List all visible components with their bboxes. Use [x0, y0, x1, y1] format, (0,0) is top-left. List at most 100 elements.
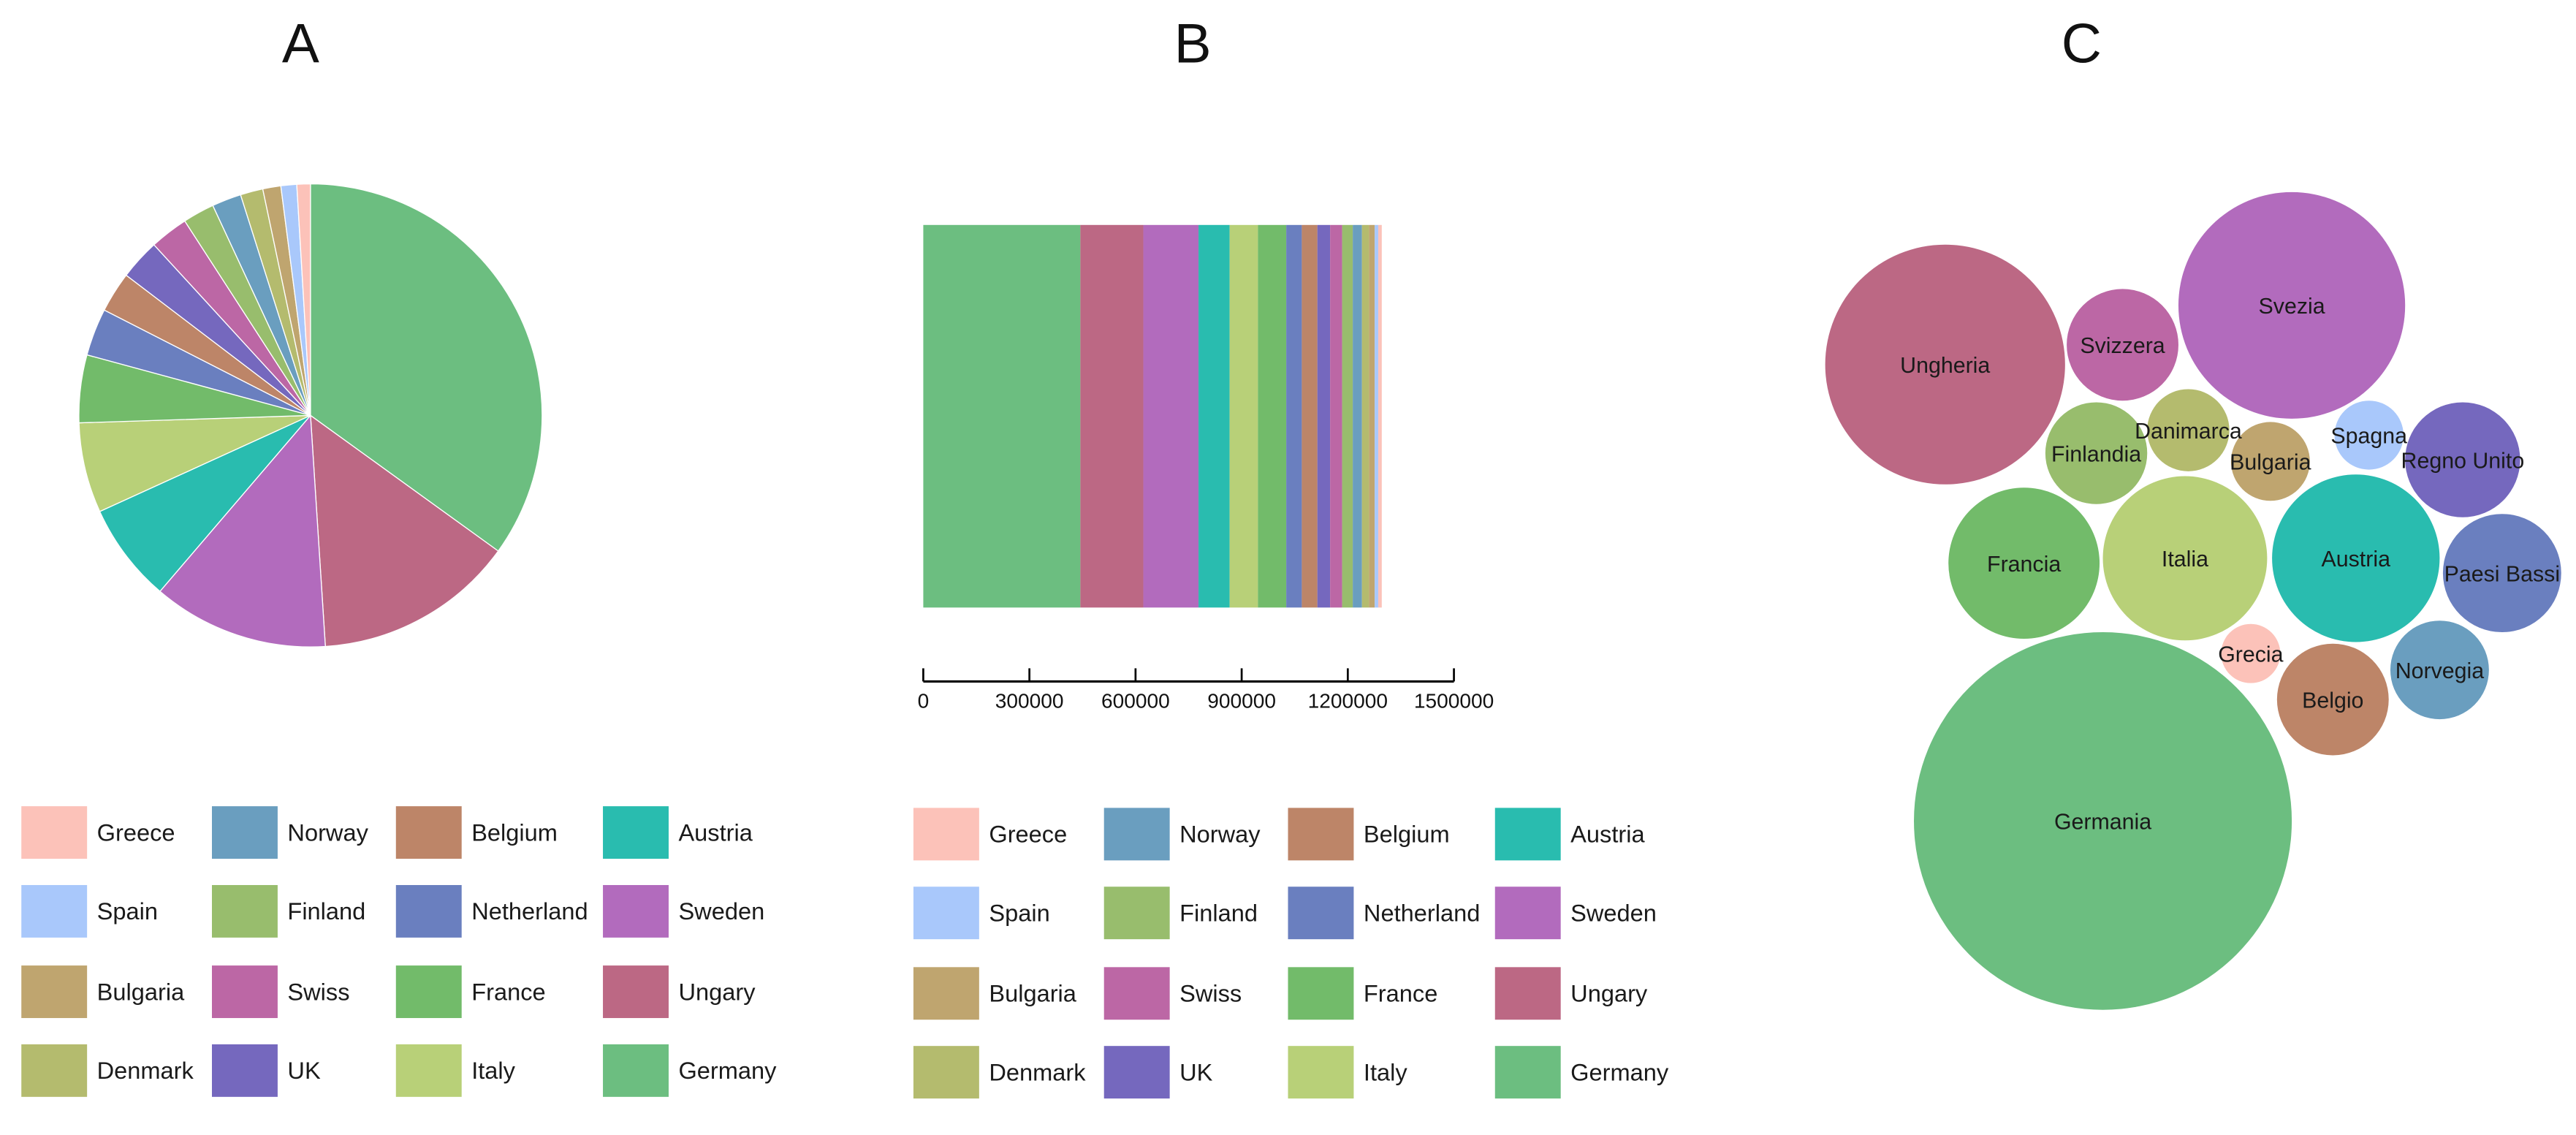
legend-label-ungary: Ungary	[678, 979, 756, 1005]
legend-swatch-netherland	[395, 884, 462, 938]
bar-segment-italy	[1229, 224, 1258, 608]
bubble-greece	[2221, 623, 2281, 683]
bar-segment-uk	[1317, 224, 1331, 608]
bar-segment-netherland	[1286, 224, 1302, 608]
panel-b-title: B	[1174, 12, 1212, 75]
bubble-uk	[2405, 402, 2520, 517]
pie-slice-italy	[78, 414, 311, 512]
bar-segment-france	[1258, 224, 1287, 608]
legend-swatch-germany	[603, 1044, 669, 1097]
legend-swatch-greece	[21, 806, 88, 859]
bar-segment-finland	[1342, 224, 1353, 608]
bar-segment-ungary	[1080, 224, 1144, 608]
legend-a: Greece Spain Bulgaria Denmark Norway Finland S…	[21, 806, 777, 1097]
bubble-label-austria: Austria	[2322, 547, 2391, 572]
legend-label-denmark: Denmark	[97, 1058, 194, 1084]
x-tick-label: 900000	[1207, 689, 1276, 712]
legend-swatch-sweden	[603, 884, 669, 938]
bubble-italy	[2102, 476, 2268, 641]
legend-swatch-belgium	[1288, 808, 1354, 861]
legend-swatch-ungary	[1494, 967, 1561, 1020]
legend-label-france: France	[471, 979, 545, 1005]
bubble-bulgaria	[2230, 422, 2310, 501]
legend-swatch-france	[1288, 967, 1354, 1020]
legend-label-ungary: Ungary	[1570, 981, 1648, 1007]
bubble-label-norway: Norvegia	[2395, 659, 2485, 683]
legend-label-austria: Austria	[678, 819, 753, 846]
legend-swatch-spain	[21, 884, 88, 938]
legend-swatch-spain	[913, 887, 979, 940]
legend-b: Greece Spain Bulgaria Denmark Norway Finland S…	[913, 808, 1669, 1099]
legend-label-spain: Spain	[97, 898, 158, 925]
bubble-label-sweden: Svezia	[2259, 295, 2325, 319]
pie-slice-germany	[310, 183, 543, 552]
legend-swatch-finland	[212, 884, 278, 938]
legend-label-belgium: Belgium	[1364, 821, 1450, 848]
legend-label-norway: Norway	[1179, 821, 1261, 848]
bubble-denmark	[2147, 389, 2230, 471]
legend-swatch-swiss	[1103, 967, 1170, 1020]
bubble-sweden	[2178, 191, 2406, 419]
legend-label-italy: Italy	[1364, 1059, 1407, 1085]
legend-label-netherland: Netherland	[471, 898, 588, 925]
legend-swatch-italy	[1288, 1046, 1354, 1099]
legend-swatch-bulgaria	[21, 965, 88, 1018]
legend-label-norway: Norway	[287, 819, 368, 846]
bubble-norway	[2390, 620, 2489, 720]
bar-segment-sweden	[1143, 224, 1199, 608]
bubble-austria	[2272, 474, 2440, 642]
bubble-label-denmark: Danimarca	[2135, 420, 2242, 444]
legend-label-spain: Spain	[989, 900, 1049, 926]
panel-c-title: C	[2062, 12, 2102, 75]
legend-swatch-uk	[1103, 1046, 1170, 1099]
legend-label-swiss: Swiss	[287, 979, 349, 1005]
bubble-spain	[2334, 401, 2404, 470]
x-tick-label: 300000	[995, 689, 1064, 712]
bubble-germany	[1914, 631, 2292, 1010]
bubble-swiss	[2067, 289, 2178, 401]
bubble-netherland	[2442, 514, 2561, 632]
bubble-chart: Germania Ungheria Svezia Austria Italia Franc…	[1825, 191, 2561, 1010]
x-axis: 0 300000 600000 900000 1200000 1500000	[918, 668, 1494, 712]
x-tick-label: 0	[918, 689, 930, 712]
legend-swatch-germany	[1494, 1046, 1561, 1099]
legend-label-denmark: Denmark	[989, 1059, 1086, 1085]
bar-segment-greece	[1378, 224, 1382, 608]
x-tick-label: 600000	[1101, 689, 1170, 712]
legend-swatch-bulgaria	[913, 967, 979, 1020]
legend-swatch-ungary	[603, 965, 669, 1018]
legend-label-germany: Germany	[678, 1058, 777, 1084]
panel-a-title: A	[282, 12, 319, 75]
bubble-label-italy: Italia	[2162, 547, 2208, 572]
bubble-label-bulgaria: Bulgaria	[2230, 451, 2311, 475]
bubble-label-swiss: Svizzera	[2080, 334, 2165, 358]
bar-segment-denmark	[1361, 224, 1369, 608]
legend-swatch-denmark	[21, 1044, 88, 1097]
bubble-label-ungary: Ungheria	[1900, 354, 1990, 378]
x-tick-label: 1200000	[1308, 689, 1388, 712]
bar-segment-austria	[1198, 224, 1230, 608]
legend-label-germany: Germany	[1570, 1059, 1669, 1085]
legend-label-finland: Finland	[1179, 900, 1258, 926]
legend-label-bulgaria: Bulgaria	[97, 979, 185, 1005]
bar-segment-belgium	[1302, 224, 1318, 608]
bar-segment-spain	[1375, 224, 1378, 608]
bubble-label-greece: Grecia	[2218, 642, 2283, 667]
legend-swatch-belgium	[395, 806, 462, 859]
bubble-label-uk: Regno Unito	[2401, 449, 2525, 473]
bubble-label-finland: Finlandia	[2051, 442, 2141, 466]
bubble-label-germany: Germania	[2054, 811, 2151, 835]
pie-slice-ungary	[310, 414, 499, 648]
x-tick-label: 1500000	[1414, 689, 1494, 712]
bubble-belgium	[2276, 643, 2389, 756]
legend-label-bulgaria: Bulgaria	[989, 981, 1076, 1007]
legend-label-swiss: Swiss	[1179, 981, 1242, 1007]
bubble-label-france: Francia	[1987, 553, 2061, 577]
legend-swatch-austria	[603, 806, 669, 859]
legend-label-uk: UK	[1179, 1059, 1213, 1085]
legend-label-austria: Austria	[1570, 821, 1645, 848]
bar-segment-germany	[923, 224, 1081, 608]
legend-swatch-norway	[212, 806, 278, 859]
bubble-label-belgium: Belgio	[2302, 688, 2363, 713]
